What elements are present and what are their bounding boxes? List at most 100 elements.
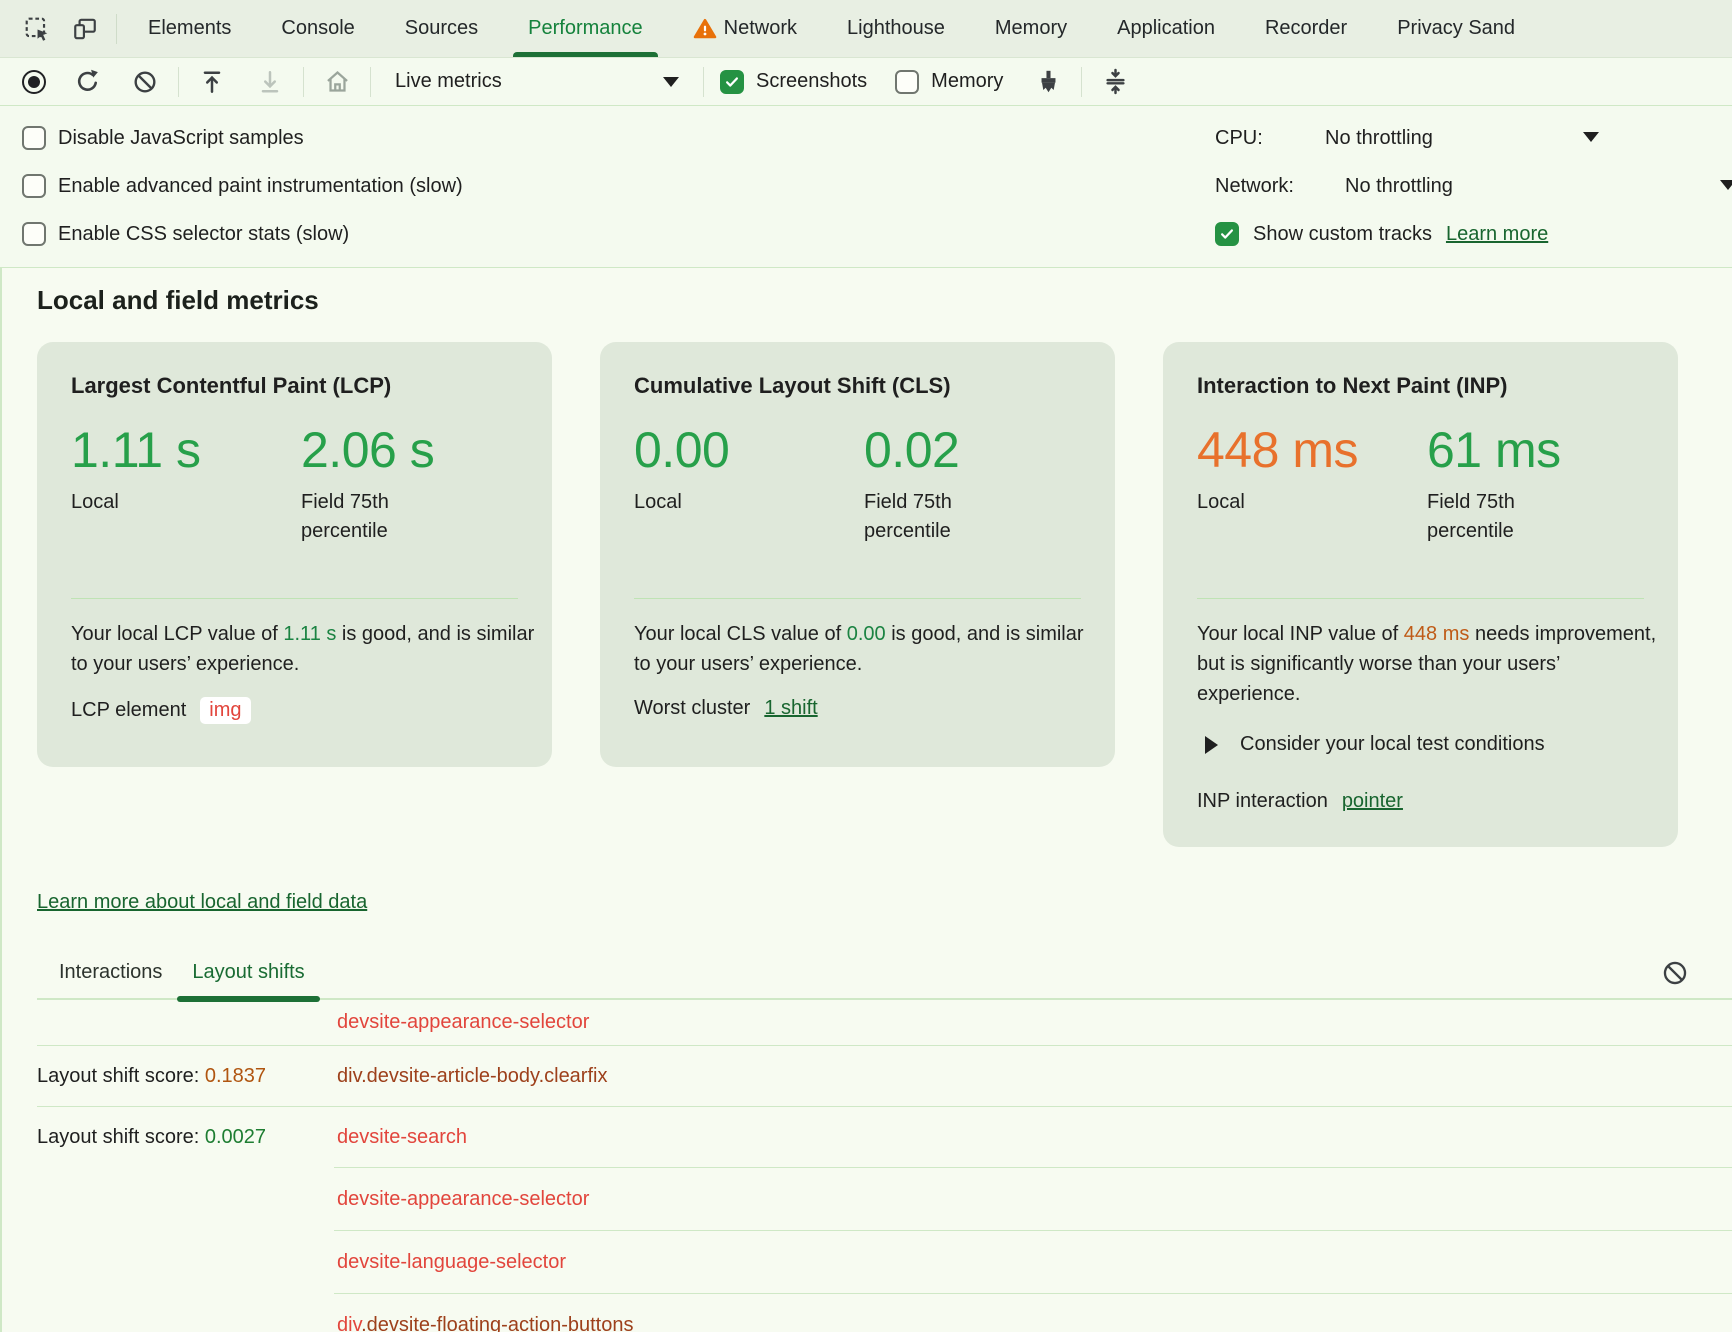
card-divider [1197,598,1644,599]
tab-lighthouse[interactable]: Lighthouse [822,0,970,57]
layout-shift-row[interactable]: Layout shift score: 0.1837 div.devsite-a… [37,1046,1732,1106]
css-selector-stats-label: Enable CSS selector stats (slow) [58,222,350,245]
screenshots-checkbox[interactable] [720,69,744,94]
tab-label: Memory [994,17,1068,39]
disable-js-samples-row[interactable]: Disable JavaScript samples [22,114,1732,162]
disable-js-samples-checkbox[interactable] [22,126,46,150]
tab-memory[interactable]: Memory [970,0,1092,57]
live-metrics-view: Local and field metrics Largest Contentf… [0,268,1732,1332]
collect-garbage-icon[interactable] [1031,65,1065,99]
lcp-element-node-link[interactable]: img [200,697,251,724]
collapse-panel-icon[interactable] [1098,65,1132,99]
cls-desc-value: 0.00 [846,623,886,645]
custom-tracks-row: Show custom tracks Learn more [1215,210,1732,258]
clear-icon[interactable] [128,65,162,99]
shift-element-link[interactable]: devsite-appearance-selector [337,1011,590,1033]
reload-and-record-icon[interactable] [70,65,104,99]
layout-shift-row[interactable]: devsite-language-selector [37,1231,1732,1293]
record-button[interactable] [22,69,46,94]
tab-interactions[interactable]: Interactions [44,961,177,998]
local-test-conditions-disclosure[interactable]: Consider your local test conditions [1197,733,1644,756]
inp-card: Interaction to Next Paint (INP) 448 ms L… [1163,342,1678,847]
css-selector-stats-checkbox[interactable] [22,222,46,246]
tab-privacy-sandbox[interactable]: Privacy Sand [1372,0,1540,57]
download-profile-icon[interactable] [253,65,287,99]
cls-desc-text: Your local CLS value of [634,623,847,645]
inp-field-value: 61 ms [1427,422,1561,478]
card-divider [634,598,1081,599]
lcp-element-label: LCP element [71,699,187,721]
cpu-throttling-select[interactable]: No throttling [1325,126,1433,149]
tab-recorder[interactable]: Recorder [1240,0,1372,57]
shift-score-cell: Layout shift score: 0.1837 [37,1065,337,1088]
shift-element-link[interactable]: devsite-appearance-selector [337,1187,590,1210]
metric-cards: Largest Contentful Paint (LCP) 1.11 s Lo… [37,342,1732,847]
memory-checkbox-row[interactable]: Memory [895,69,1003,94]
chevron-down-icon[interactable] [1720,180,1732,190]
tab-label: Lighthouse [847,17,945,39]
layout-shift-row[interactable]: devsite-appearance-selector [37,1168,1732,1230]
show-custom-tracks-checkbox[interactable] [1215,222,1239,246]
inp-desc-value: 448 ms [1403,623,1470,645]
lcp-description: Your local LCP value of 1.11 s is good, … [71,619,536,679]
triangle-right-icon [1205,735,1218,754]
lcp-local-value: 1.11 s [71,422,201,478]
advanced-paint-checkbox[interactable] [22,174,46,198]
tab-sources[interactable]: Sources [380,0,503,57]
tab-network[interactable]: Network [668,0,822,57]
learn-more-local-field-link[interactable]: Learn more about local and field data [37,891,368,913]
performance-toolbar: Live metrics Screenshots Memory [0,58,1732,106]
lcp-local-label: Local [71,491,119,513]
tab-performance[interactable]: Performance [503,0,668,57]
tab-label: Application [1117,17,1215,39]
shift-element-link[interactable]: div.devsite-article-body.clearfix [337,1064,608,1087]
cls-field-value: 0.02 [864,422,960,478]
inp-interaction-label: INP interaction [1197,790,1328,812]
lcp-desc-value: 1.11 s [283,623,337,645]
cls-desc-text: is good, and is similar to your users’ e… [634,623,1084,675]
inp-desc-text: needs improvement, but is significantly … [1197,623,1657,705]
tab-label: Privacy Sand [1397,17,1516,39]
home-icon[interactable] [320,65,354,99]
network-throttling-select[interactable]: No throttling [1345,174,1453,197]
shift-element-link[interactable]: devsite-language-selector [337,1250,567,1273]
tab-layout-shifts[interactable]: Layout shifts [177,961,320,1002]
lcp-field-label: Field 75th percentile [301,491,389,542]
tab-application[interactable]: Application [1092,0,1240,57]
lcp-field-value: 2.06 s [301,422,435,478]
history-dropdown[interactable]: Live metrics [387,66,687,97]
tab-console[interactable]: Console [256,0,379,57]
lcp-card: Largest Contentful Paint (LCP) 1.11 s Lo… [37,342,552,767]
shift-score-cell: Layout shift score: 0.0027 [37,1126,337,1149]
inspect-element-icon[interactable] [20,12,54,46]
custom-tracks-learn-more-link[interactable]: Learn more [1445,222,1549,245]
advanced-paint-label: Enable advanced paint instrumentation (s… [58,174,463,197]
device-toolbar-icon[interactable] [68,12,102,46]
screenshots-checkbox-row[interactable]: Screenshots [720,69,867,94]
shift-score-value: 0.0027 [204,1125,267,1148]
shift-element-link[interactable]: devsite-search [337,1125,468,1148]
lcp-card-title: Largest Contentful Paint (LCP) [71,373,392,398]
tab-elements[interactable]: Elements [123,0,256,57]
memory-checkbox[interactable] [895,69,920,94]
inp-interaction-link[interactable]: pointer [1341,790,1403,812]
local-test-conditions-label: Consider your local test conditions [1240,733,1545,755]
worst-cluster-link[interactable]: 1 shift [764,697,818,719]
chevron-down-icon[interactable] [1583,132,1599,142]
tabbar-icon-group [0,12,116,46]
css-selector-stats-row[interactable]: Enable CSS selector stats (slow) [22,210,1732,258]
devtools-tabbar: Elements Console Sources Performance Net… [0,0,1732,58]
worst-cluster-label: Worst cluster [634,697,751,719]
row-divider [37,1045,1732,1046]
cls-description: Your local CLS value of 0.00 is good, an… [634,619,1099,679]
clear-log-icon[interactable] [1658,956,1692,990]
row-divider [334,1230,1732,1231]
layout-shift-row[interactable]: devsite-appearance-selector [37,1000,1732,1045]
layout-shift-row[interactable]: div.devsite-floating-action-buttons [37,1294,1732,1332]
upload-profile-icon[interactable] [195,65,229,99]
advanced-paint-row[interactable]: Enable advanced paint instrumentation (s… [22,162,1732,210]
record-dot [28,75,40,88]
layout-shift-row[interactable]: Layout shift score: 0.0027 devsite-searc… [37,1107,1732,1167]
panel-tabs: Elements Console Sources Performance Net… [123,0,1540,57]
shift-element-link[interactable]: div.devsite-floating-action-buttons [337,1314,633,1332]
